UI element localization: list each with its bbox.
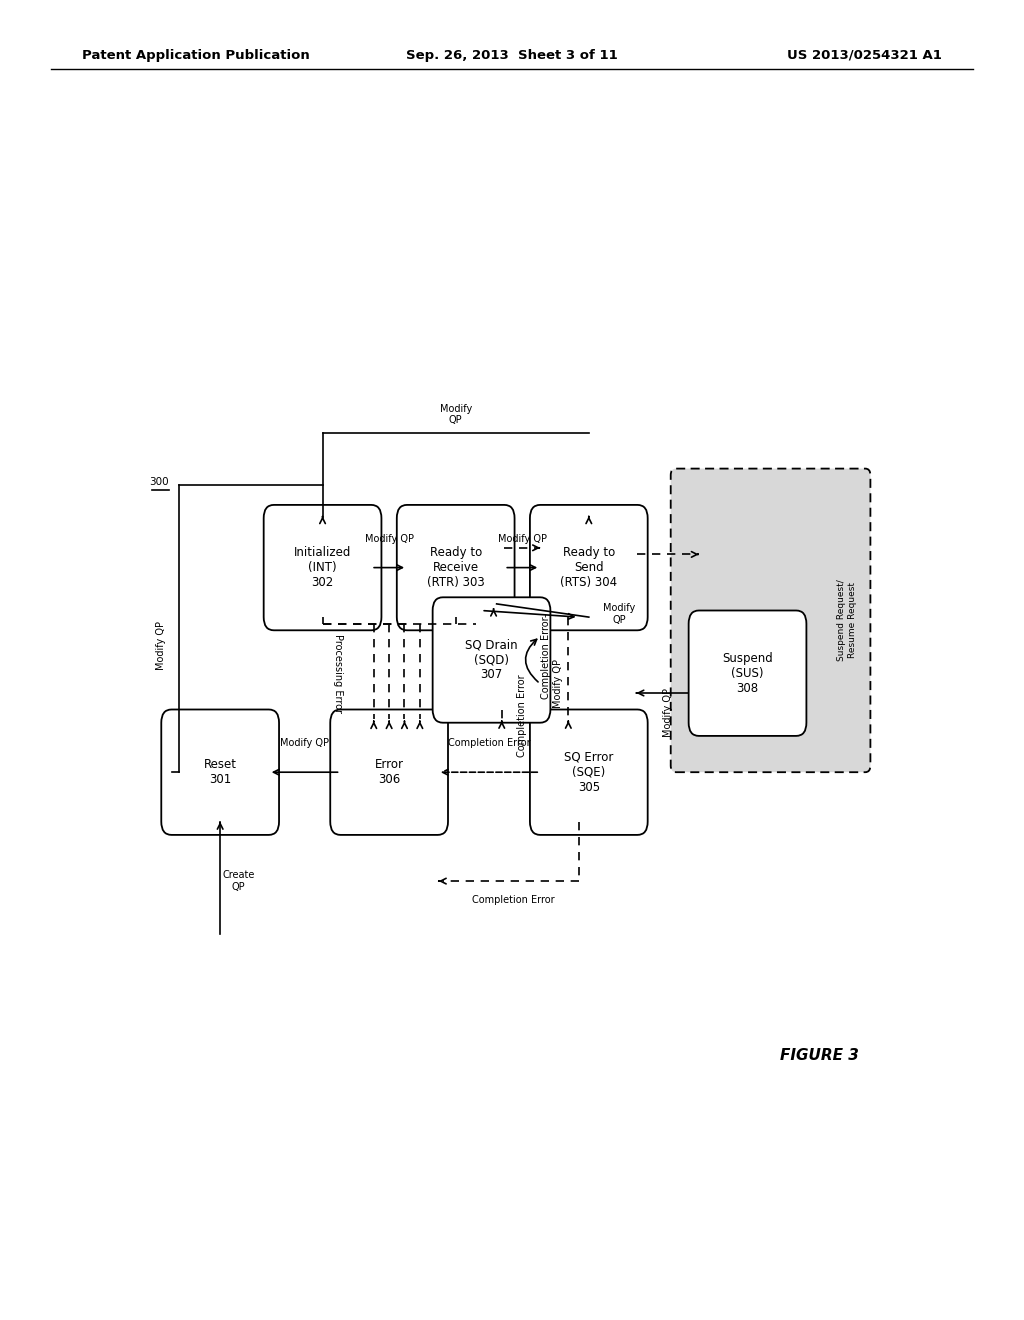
Text: Completion Error: Completion Error [447, 738, 530, 748]
Text: Modify QP: Modify QP [156, 620, 166, 669]
FancyBboxPatch shape [161, 710, 279, 836]
Text: Modify QP: Modify QP [664, 688, 673, 738]
Text: US 2013/0254321 A1: US 2013/0254321 A1 [787, 49, 942, 62]
Text: Error
306: Error 306 [375, 758, 403, 787]
Text: Modify
QP: Modify QP [439, 404, 472, 425]
Text: Processing Error: Processing Error [333, 634, 343, 713]
Text: SQ Error
(SQE)
305: SQ Error (SQE) 305 [564, 751, 613, 793]
Text: FIGURE 3: FIGURE 3 [779, 1048, 859, 1064]
Text: Modify QP: Modify QP [281, 738, 329, 748]
FancyBboxPatch shape [530, 710, 647, 836]
Text: Modify QP: Modify QP [498, 533, 547, 544]
Text: Suspend
(SUS)
308: Suspend (SUS) 308 [722, 652, 773, 694]
Text: Modify QP: Modify QP [553, 659, 563, 708]
Text: Suspend Request/
Resume Request: Suspend Request/ Resume Request [838, 579, 856, 661]
Text: Modify
QP: Modify QP [603, 603, 636, 624]
Text: Patent Application Publication: Patent Application Publication [82, 49, 309, 62]
Text: Ready to
Send
(RTS) 304: Ready to Send (RTS) 304 [560, 546, 617, 589]
Text: SQ Drain
(SQD)
307: SQ Drain (SQD) 307 [465, 639, 518, 681]
FancyBboxPatch shape [688, 610, 807, 737]
Text: 300: 300 [148, 477, 169, 487]
Text: Completion Error: Completion Error [472, 895, 555, 904]
Text: Sep. 26, 2013  Sheet 3 of 11: Sep. 26, 2013 Sheet 3 of 11 [407, 49, 617, 62]
FancyBboxPatch shape [330, 710, 449, 836]
Text: Create
QP: Create QP [222, 870, 255, 892]
FancyBboxPatch shape [530, 506, 647, 631]
Text: Ready to
Receive
(RTR) 303: Ready to Receive (RTR) 303 [427, 546, 484, 589]
Text: Reset
301: Reset 301 [204, 758, 237, 787]
Text: Modify QP: Modify QP [365, 533, 414, 544]
Text: Completion Error: Completion Error [517, 675, 527, 758]
Text: Initialized
(INT)
302: Initialized (INT) 302 [294, 546, 351, 589]
FancyBboxPatch shape [432, 597, 551, 722]
Text: Completion Error-: Completion Error- [541, 614, 551, 700]
FancyBboxPatch shape [671, 469, 870, 772]
FancyBboxPatch shape [397, 506, 515, 631]
FancyBboxPatch shape [264, 506, 381, 631]
